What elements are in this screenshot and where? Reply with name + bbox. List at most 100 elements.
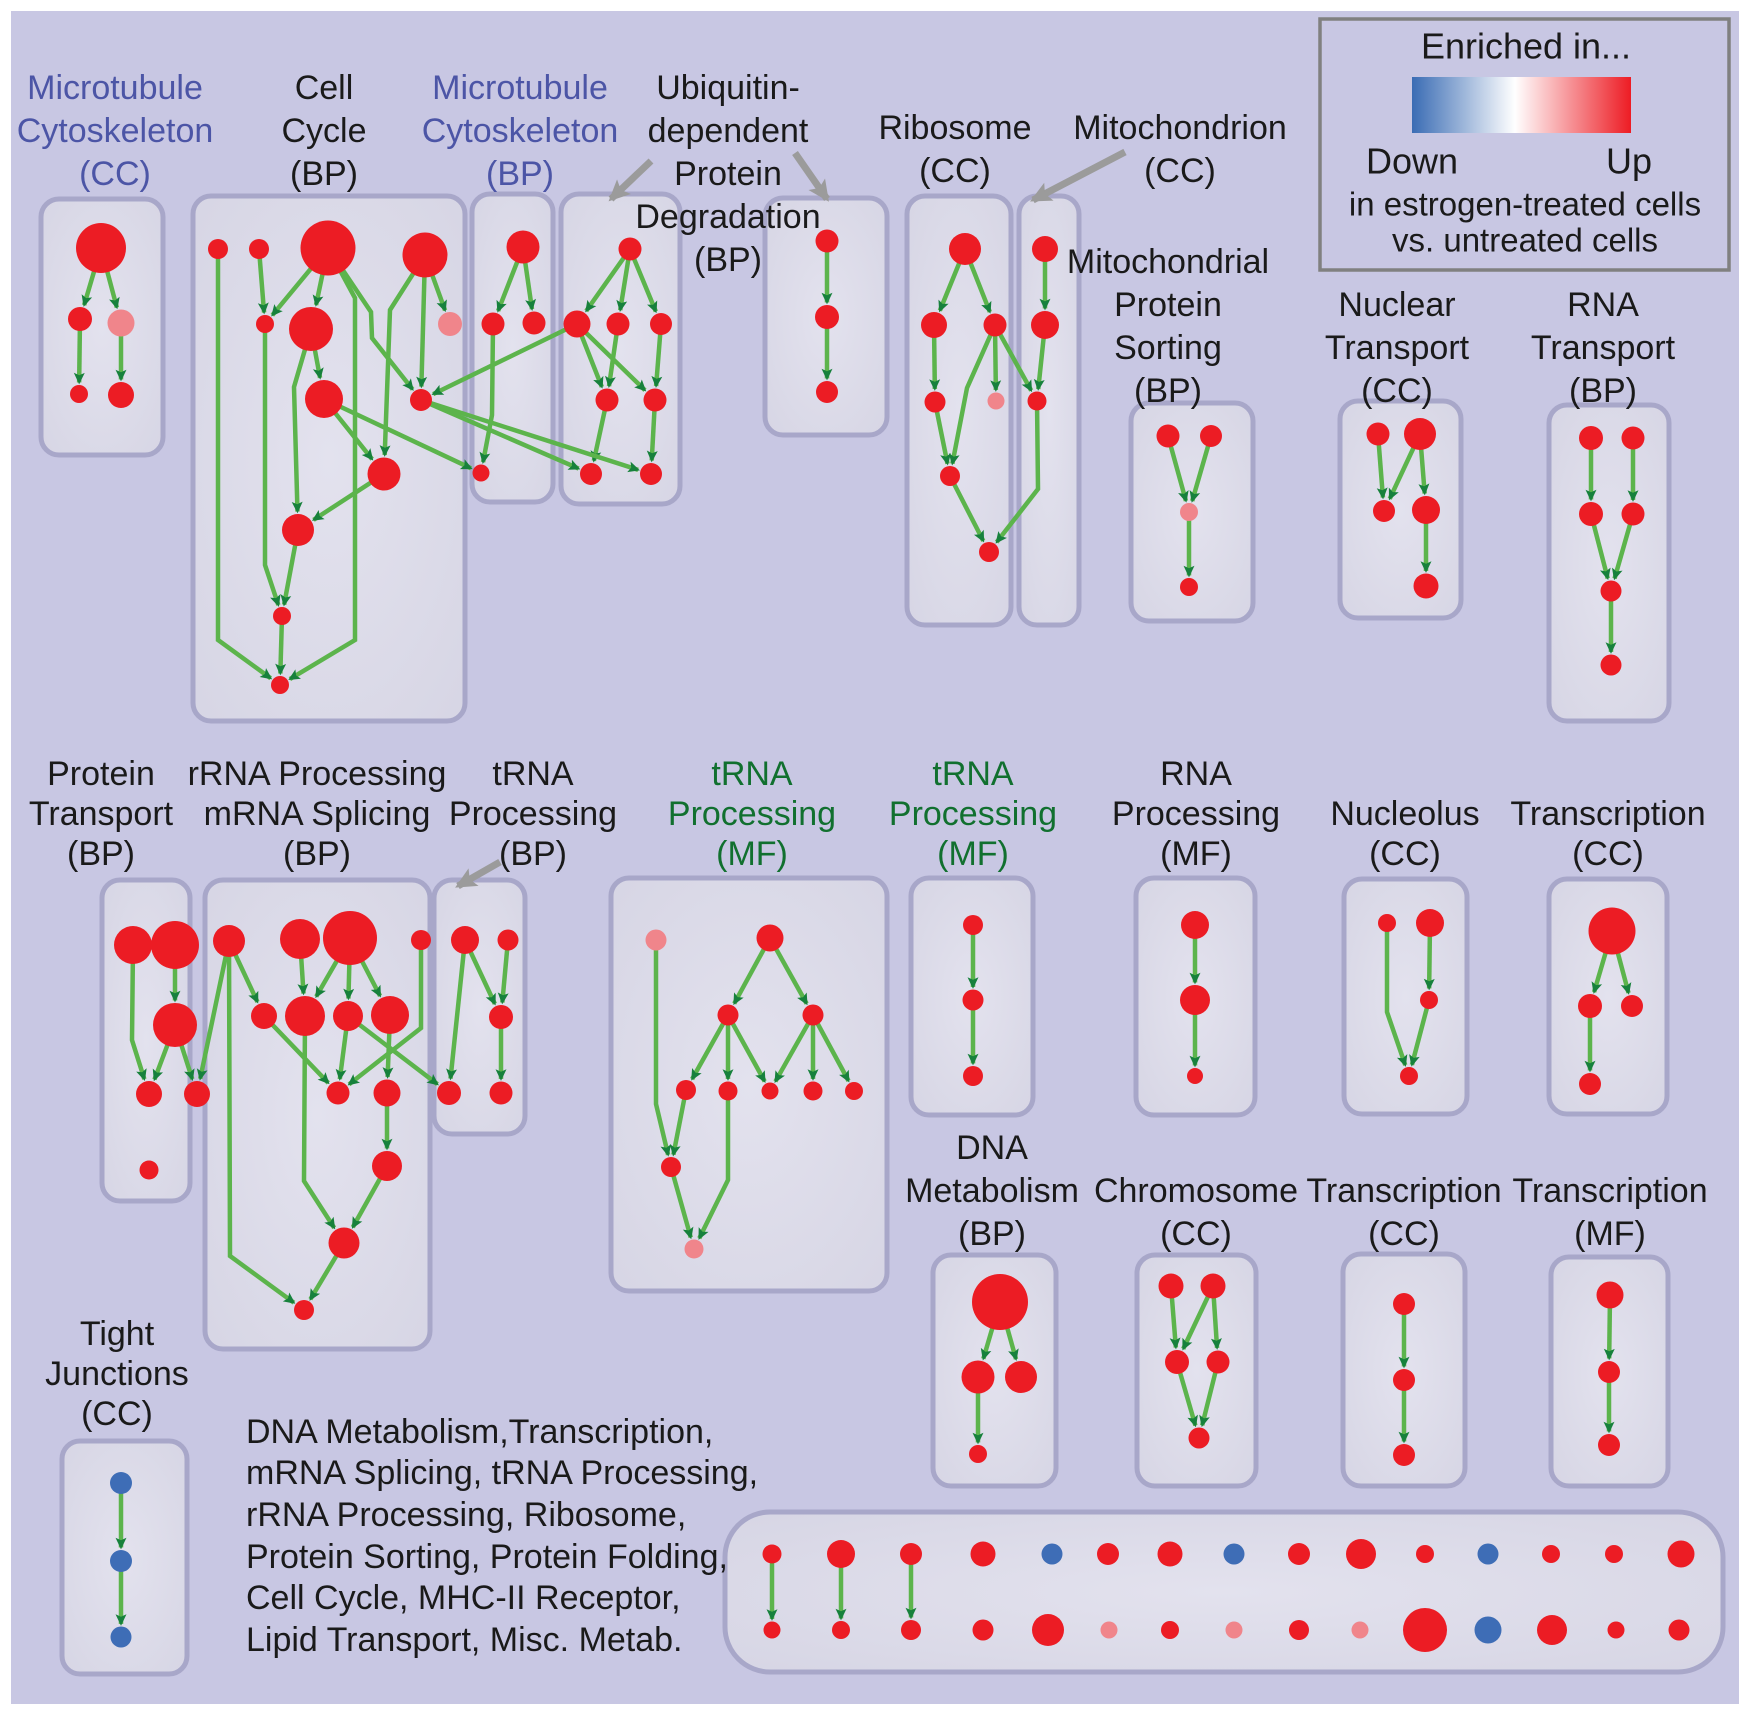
graph-node-t3 [153, 1003, 197, 1047]
go-term-label-line: (BP) [694, 241, 762, 279]
group-labels: Microtubule Cytoskeleton (CC) Cell Cycle (BP)… [17, 69, 1708, 1659]
graph-node-b15b [1668, 1619, 1690, 1641]
graph-node-ccM [271, 676, 289, 694]
note-block-line: Cell Cycle, MHC-II Receptor, [246, 1579, 681, 1617]
graph-edge-r4-r6 [932, 401, 951, 466]
graph-node-b5b [1032, 1614, 1064, 1646]
graph-edge-r3-r6 [948, 324, 998, 466]
go-term-label-line: Degradation [635, 198, 820, 236]
graph-edge-o1-o4 [1384, 923, 1408, 1067]
graph-node-w4 [437, 1081, 461, 1105]
graph-node-u7 [580, 463, 602, 485]
graph-node-r6 [940, 466, 960, 486]
graph-node-b2t [827, 1540, 855, 1568]
go-term-label-transcription-cc-row2: Transcription(CC) [1510, 795, 1705, 873]
go-term-label-rna-transport-bp: RNA Transport (BP) [1531, 286, 1676, 410]
graph-node-b14b [1607, 1621, 1625, 1639]
graph-node-t5 [139, 1160, 159, 1180]
graph-node-h4 [1206, 1350, 1230, 1374]
graph-node-b8b [1225, 1621, 1243, 1639]
graph-node-s5 [251, 1003, 277, 1029]
box-rna-transport-bp [1546, 402, 1672, 724]
graph-node-x6 [718, 1081, 738, 1101]
go-term-label-microtubule-cytoskeleton-bp: Microtubule Cytoskeleton (BP) [422, 69, 619, 193]
go-term-label-line: Microtubule [432, 69, 608, 107]
graph-node-x5 [676, 1080, 696, 1100]
graph-node-y1 [963, 915, 983, 935]
graph-node-ccI [410, 389, 432, 411]
graph-node-b9b [1289, 1620, 1309, 1640]
go-term-label-line: tRNA [492, 755, 574, 793]
graph-node-e2 [1393, 1369, 1415, 1391]
graph-node-d1 [972, 1274, 1028, 1330]
graph-node-mcc1 [76, 223, 126, 273]
go-term-label-chromosome-cc: Chromosome (CC) [1094, 1172, 1298, 1253]
graph-edge-r6-r7 [947, 474, 986, 543]
box-misc-bottom [722, 1509, 1726, 1675]
graph-edge-t1-t4 [129, 944, 147, 1081]
go-term-label-line: Sorting [1114, 329, 1222, 367]
graph-node-gap [184, 1081, 210, 1107]
go-term-label-line: Ubiquitin- [656, 69, 800, 107]
graph-node-s10 [373, 1079, 401, 1107]
graph-node-m2 [1031, 311, 1059, 339]
graph-node-s8 [371, 996, 409, 1034]
graph-node-o3 [1420, 991, 1438, 1009]
graph-node-b7b [1161, 1621, 1179, 1639]
graph-node-ccF [256, 315, 274, 333]
graph-node-m1 [1032, 236, 1058, 262]
legend-gradient-bar [1412, 77, 1631, 133]
go-term-label-line: Ribosome [878, 109, 1031, 147]
graph-node-t2 [151, 921, 199, 969]
graph-edge-ccC-ccI [326, 246, 415, 391]
go-term-label-line: (CC) [1361, 372, 1433, 410]
graph-node-s7 [333, 1001, 363, 1031]
go-term-label-transcription-mf: Transcription (MF) [1512, 1172, 1707, 1253]
graph-node-w3 [489, 1005, 513, 1029]
go-term-label-line: Mitochondrion [1073, 109, 1287, 147]
graph-edge-o3-o4 [1409, 999, 1432, 1067]
graph-node-b10t [1346, 1539, 1376, 1569]
go-term-label-mitochondrion-cc: Mitochondrion (CC) [1073, 109, 1287, 190]
go-term-label-line: Transcription [1510, 795, 1705, 833]
graph-edge-ccF-ccL [262, 324, 281, 607]
go-term-label-line: dependent [648, 112, 809, 150]
graph-edge-s1-gap [196, 940, 232, 1081]
go-term-label-line: Metabolism [905, 1172, 1079, 1210]
graph-node-r4 [924, 391, 946, 413]
box-ubiquitin-1 [558, 191, 683, 507]
graph-node-q4 [1621, 502, 1645, 526]
graph-node-ccC [300, 220, 356, 276]
note-block-line: Lipid Transport, Misc. Metab. [246, 1621, 683, 1659]
graph-node-b11t [1416, 1545, 1434, 1563]
graph-node-n1 [1366, 422, 1390, 446]
graph-node-s12 [328, 1227, 360, 1259]
graph-node-h3 [1165, 1350, 1189, 1374]
go-term-label-line: tRNA [711, 755, 793, 793]
go-term-label-line: Junctions [45, 1355, 189, 1393]
box-nuclear-transport-cc [1337, 398, 1464, 621]
graph-node-q2 [1621, 426, 1645, 450]
graph-edge-ccB-ccF [256, 248, 269, 315]
graph-edge-x3-x7 [726, 1013, 767, 1083]
label-callout-arrow-3 [1030, 148, 1127, 204]
graph-node-x11 [684, 1239, 704, 1259]
go-term-label-dna-metabolism-bp: DNA Metabolism (BP) [905, 1129, 1079, 1253]
graph-node-s9 [326, 1081, 350, 1105]
go-term-label-line: mRNA Splicing [204, 795, 431, 833]
graph-node-x8 [803, 1081, 823, 1101]
graph-node-b3t [900, 1543, 922, 1565]
graph-node-ccJ [367, 457, 401, 491]
legend-frame [1318, 17, 1731, 272]
graph-edge-ccI-u7 [420, 397, 581, 471]
graph-node-b1b [763, 1621, 781, 1639]
graph-node-n3 [1373, 500, 1395, 522]
go-term-label-line: Transcription [1306, 1172, 1501, 1210]
graph-node-r2 [921, 312, 947, 338]
go-term-label-line: (CC) [81, 1395, 153, 1433]
graph-edge-s5-s9 [262, 1014, 330, 1085]
graph-edge-x5-x10 [669, 1089, 689, 1157]
